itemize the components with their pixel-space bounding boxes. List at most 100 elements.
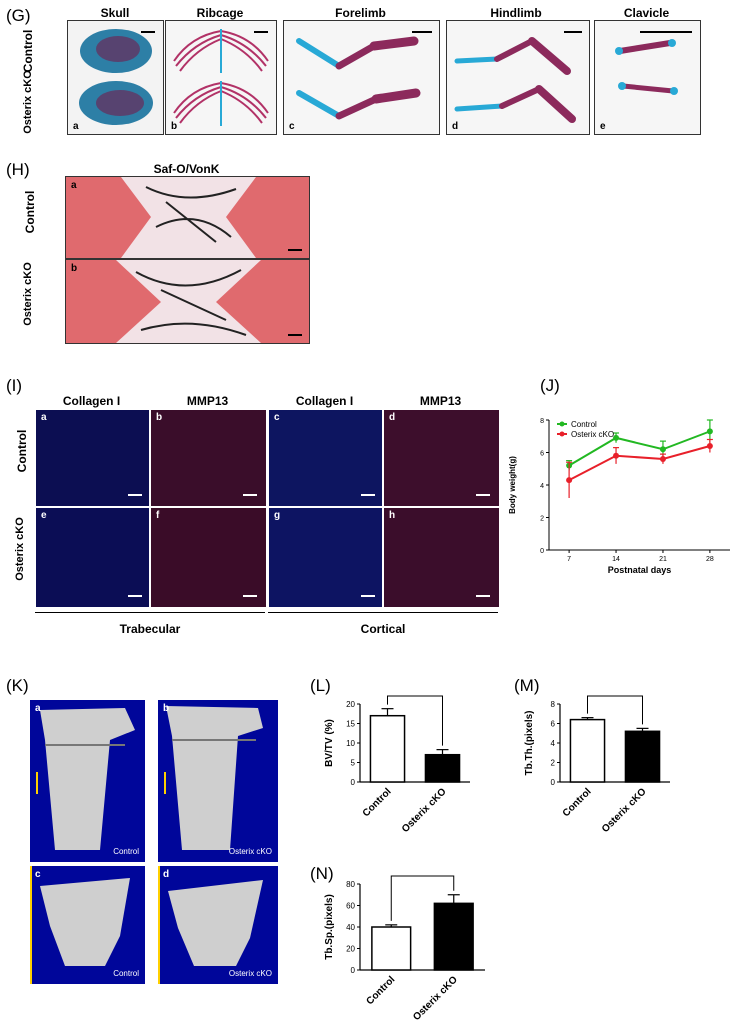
g-letter-e: e (600, 121, 606, 132)
i-header-mmp2: MMP13 (419, 394, 462, 408)
g-header-clavicle: Clavicle (623, 6, 670, 20)
j-point (566, 477, 573, 484)
g-letter-a: a (73, 121, 79, 132)
j-series-line (568, 430, 711, 467)
l-y-label: BV/TV (%) (324, 719, 335, 767)
j-legend-label: Osterix cKO (571, 430, 614, 439)
panel-l-label: (L) (310, 676, 331, 695)
j-point (706, 428, 713, 435)
g-letter-d: d (452, 121, 459, 132)
j-legend-label: Control (571, 420, 597, 429)
i-group-cortical: Cortical (360, 622, 406, 636)
l-y-tick-label: 15 (346, 720, 355, 729)
n-y-tick-label: 80 (346, 880, 355, 889)
panel-n-label: (N) (310, 864, 334, 883)
l-bar (424, 753, 461, 783)
h-row-control: Control (23, 190, 37, 234)
m-y-tick-label: 0 (551, 778, 556, 787)
m-y-tick-label: 8 (551, 700, 556, 709)
m-sig-bracket (587, 695, 643, 725)
i-letter-f: f (156, 510, 160, 521)
i-row-cko: Osterix cKO (14, 517, 26, 581)
g-ribcage-scalebar (254, 31, 268, 33)
g-header-skull: Skull (100, 6, 130, 20)
j-y-label: Body weight(g) (508, 456, 517, 514)
panel-g-label: (G) (6, 6, 31, 25)
j-y-tick-label: 0 (540, 548, 544, 555)
i-group-line-cortical (268, 612, 498, 613)
m-y-label: Tb.Th.(pixels) (524, 711, 535, 776)
n-y-tick-label: 60 (346, 902, 355, 911)
j-legend-marker (559, 421, 565, 427)
m-y-tick-label: 2 (551, 759, 556, 768)
h-title: Saf-O/VonK (153, 162, 220, 176)
i-letter-e: e (41, 510, 47, 521)
j-point (659, 446, 666, 453)
i-letter-h: h (389, 510, 396, 521)
j-x-label: Postnatal days (608, 565, 672, 575)
i-header-col2: Collagen I (295, 394, 354, 408)
m-x-tick-label: Control (561, 786, 594, 819)
j-y-tick-label: 6 (540, 451, 544, 458)
g-hindlimb-scalebar (564, 31, 582, 33)
n-x-tick-label: Osterix cKO (411, 974, 460, 1023)
n-sig-bracket (390, 875, 455, 921)
j-point (613, 452, 620, 459)
l-bar (369, 714, 406, 783)
h-letter-b: b (71, 263, 78, 274)
m-y-tick-label: 6 (551, 720, 556, 729)
l-y-tick-label: 10 (346, 739, 355, 748)
panel-h-label: (H) (6, 160, 30, 179)
i-image-a: a (35, 409, 150, 507)
i-image-c: c (268, 409, 383, 507)
k-letter-a: a (35, 703, 41, 714)
i-letter-b: b (156, 412, 163, 423)
i-letter-d: d (389, 412, 396, 423)
i-image-e: e (35, 507, 150, 608)
k-caption-d: Osterix cKO (228, 969, 272, 978)
g-clavicle-image: e (594, 20, 701, 135)
j-y-tick-label: 2 (540, 516, 544, 523)
j-body-weight-chart: 0 2 4 6 8 7 14 21 28 Postnatal days Body weight(g)… (508, 418, 730, 575)
g-forelimb-image: c (283, 20, 440, 135)
i-letter-g: g (274, 510, 281, 521)
n-y-label: Tb.Sp.(pixels) (324, 894, 335, 960)
j-point (613, 434, 620, 441)
g-letter-b: b (171, 121, 178, 132)
i-image-g: g (268, 507, 383, 608)
i-row-control: Control (15, 429, 29, 473)
g-clavicle-scalebar (640, 31, 692, 33)
n-y-tick-label: 0 (351, 966, 356, 975)
j-series-line (568, 445, 711, 482)
k-letter-c: c (35, 869, 41, 880)
l-x-tick-label: Control (361, 786, 394, 819)
n-x-tick-label: Control (364, 974, 397, 1007)
i-group-trabecular: Trabecular (119, 622, 181, 636)
i-image-b: b (150, 409, 267, 507)
i-image-d: d (383, 409, 500, 507)
k-image-b: b Osterix cKO (158, 700, 278, 862)
j-x-tick-label: 7 (567, 556, 571, 563)
j-x-tick-label: 21 (659, 556, 667, 563)
h-scalebar-a (288, 249, 302, 251)
k-image-c: c Control (30, 866, 145, 984)
l-y-tick-label: 0 (351, 778, 356, 787)
l-sig-label: ** (411, 690, 419, 695)
g-ribcage-image: b (165, 20, 277, 135)
panel-m-label: (M) (514, 676, 540, 695)
m-y-tick-label: 4 (551, 739, 556, 748)
panel-k-label: (K) (6, 676, 29, 695)
l-x-tick-label: Osterix cKO (400, 786, 449, 835)
j-y-tick-label: 8 (540, 418, 544, 425)
k-caption-b: Osterix cKO (228, 847, 272, 856)
j-y-tick-label: 4 (540, 483, 544, 490)
g-letter-c: c (289, 121, 295, 132)
k-image-a: a Control (30, 700, 145, 862)
j-legend-marker (559, 431, 565, 437)
j-point (659, 456, 666, 462)
k-caption-a: Control (113, 847, 139, 856)
h-scalebar-b (288, 334, 302, 336)
n-sig-label: ** (419, 870, 427, 875)
h-cko-image: b (65, 259, 310, 344)
i-header-mmp1: MMP13 (186, 394, 229, 408)
